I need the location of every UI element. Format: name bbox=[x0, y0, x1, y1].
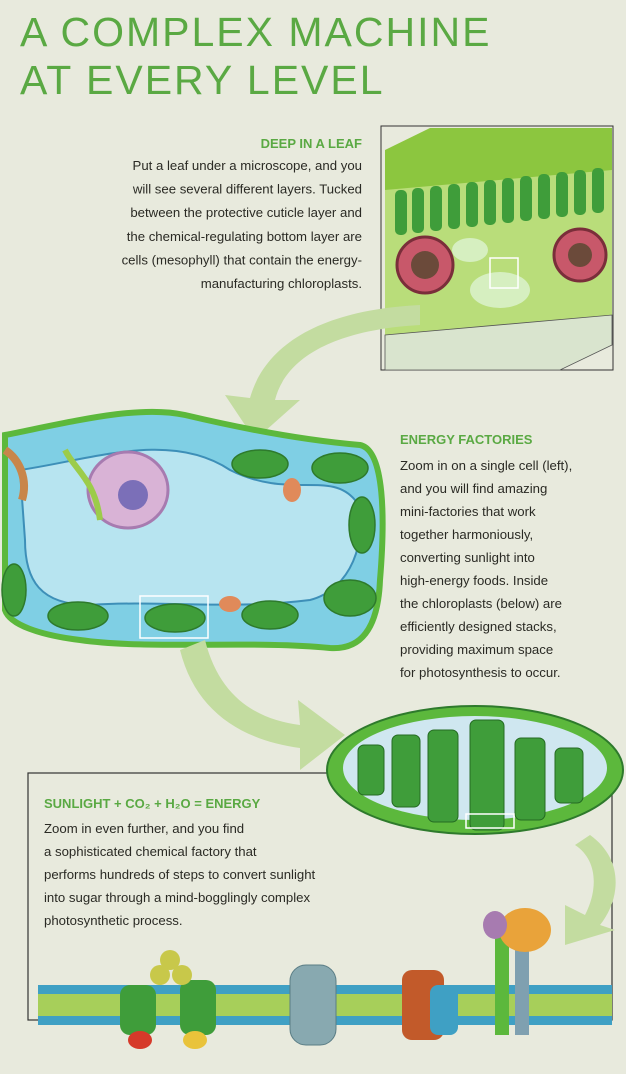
body-text: and you will find amazing bbox=[400, 481, 547, 496]
body-text: the chemical-regulating bottom layer are bbox=[127, 229, 362, 244]
body-text: Put a leaf under a microscope, and you bbox=[133, 158, 362, 173]
chloroplast-illustration bbox=[327, 706, 623, 834]
section-heading: ENERGY FACTORIES bbox=[400, 432, 533, 447]
title: A COMPLEX MACHINE bbox=[20, 9, 491, 55]
body-text: mini-factories that work bbox=[400, 504, 536, 519]
body-text: for photosynthesis to occur. bbox=[400, 665, 561, 680]
body-text: cells (mesophyll) that contain the energ… bbox=[122, 252, 362, 267]
body-text: the chloroplasts (below) are bbox=[400, 596, 562, 611]
leaf-illustration bbox=[381, 126, 613, 370]
title: AT EVERY LEVEL bbox=[20, 57, 385, 103]
body-text: photosynthetic process. bbox=[44, 913, 183, 928]
body-text: high-energy foods. Inside bbox=[400, 573, 548, 588]
cell-illustration bbox=[2, 412, 383, 648]
body-text: a sophisticated chemical factory that bbox=[44, 844, 257, 859]
body-text: manufacturing chloroplasts. bbox=[201, 276, 362, 291]
section-heading: DEEP IN A LEAF bbox=[261, 136, 362, 151]
body-text: Zoom in on a single cell (left), bbox=[400, 458, 572, 473]
infographic: A COMPLEX MACHINEAT EVERY LEVEL DEEP IN A… bbox=[0, 0, 626, 1074]
body-text: Zoom in even further, and you find bbox=[44, 821, 244, 836]
body-text: together harmoniously, bbox=[400, 527, 533, 542]
body-text: between the protective cuticle layer and bbox=[130, 205, 362, 220]
body-text: efficiently designed stacks, bbox=[400, 619, 557, 634]
body-text: into sugar through a mind-bogglingly com… bbox=[44, 890, 311, 905]
body-text: providing maximum space bbox=[400, 642, 553, 657]
body-text: performs hundreds of steps to convert su… bbox=[44, 867, 316, 882]
section-heading: SUNLIGHT + CO₂ + H₂O = ENERGY bbox=[44, 796, 261, 811]
body-text: will see several different layers. Tucke… bbox=[132, 182, 362, 197]
body-text: converting sunlight into bbox=[400, 550, 535, 565]
